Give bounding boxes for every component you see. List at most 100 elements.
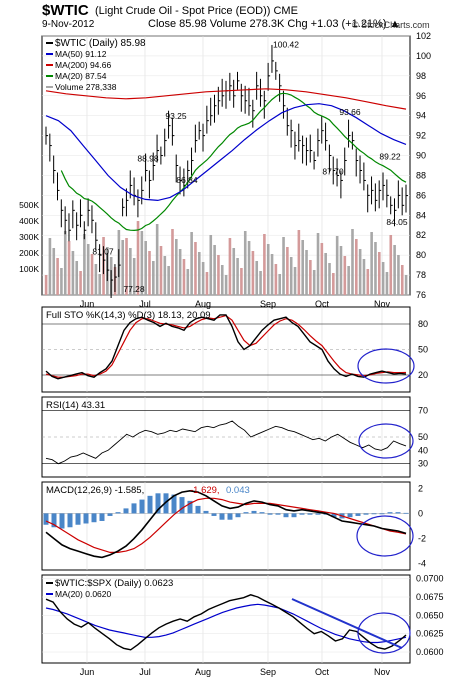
month-label: Jul (139, 299, 151, 309)
price-annotation: 77.28 (123, 284, 145, 294)
volume-bar (144, 241, 147, 295)
price-tick-label: 76 (416, 290, 426, 300)
sto-label: Full STO %K(14,3) %D(3) 18.13, 20.09 (46, 310, 211, 321)
month-label: Aug (195, 667, 211, 677)
volume-bar (220, 265, 224, 295)
volume-bar (339, 246, 343, 295)
macd-signal-label: -1.629, (190, 485, 220, 496)
volume-bar (79, 271, 82, 295)
volume-bar (274, 264, 278, 295)
volume-bar (171, 229, 174, 295)
volume-bar (52, 248, 56, 295)
volume-bar (312, 270, 316, 295)
volume-bar (251, 251, 255, 295)
volume-bar (155, 224, 159, 295)
volume-bar (213, 245, 216, 295)
volume-bar (389, 235, 393, 295)
volume-bar (404, 275, 408, 295)
volume-bar (358, 249, 362, 295)
volume-bar (270, 254, 274, 295)
macd-histogram-bar (203, 510, 209, 514)
chart-symbol: $WTIC (42, 2, 89, 19)
price-tick-label: 98 (416, 71, 426, 81)
volume-bar (263, 234, 266, 295)
volume-bar (335, 236, 339, 295)
macd-histogram-bar (139, 499, 145, 514)
volume-bar (83, 234, 86, 295)
volume-bar (56, 258, 59, 295)
volume-bar (374, 242, 377, 295)
ratio-tick-label: 0.0650 (416, 610, 444, 620)
macd-label: MACD(12,26,9) -1.585, (46, 485, 144, 496)
macd-histogram-bar (195, 505, 201, 514)
macd-histogram-bar (67, 513, 73, 528)
volume-bar (243, 231, 247, 295)
volume-bar (355, 239, 358, 295)
macd-histogram-bar (371, 513, 377, 515)
price-annotation: 86.84 (176, 175, 198, 185)
volume-bar (132, 258, 136, 295)
macd-histogram-bar (347, 513, 353, 518)
price-annotation: 81.07 (92, 246, 114, 256)
macd-histogram-bar (83, 513, 89, 524)
volume-bar (240, 268, 243, 295)
volume-bar (247, 241, 251, 295)
volume-bar (90, 254, 94, 295)
volume-bar (400, 265, 404, 295)
volume-bar (286, 247, 289, 295)
ratio-line (45, 594, 407, 651)
price-tick-label: 82 (416, 230, 426, 240)
volume-bar (175, 239, 178, 295)
volume-bar (86, 244, 90, 295)
macd-histogram-bar (147, 495, 153, 514)
price-tick-label: 88 (416, 170, 426, 180)
volume-bar (182, 259, 186, 295)
volume-tick-label: 300K (19, 232, 39, 242)
volume-bar (297, 230, 301, 295)
volume-bar (347, 266, 350, 295)
volume-bar (140, 231, 144, 295)
volume-bar (178, 249, 182, 295)
rsi-tick-label: 30 (418, 459, 428, 469)
volume-bar (255, 261, 259, 295)
price-tick-label: 86 (416, 190, 426, 200)
volume-bar (293, 267, 297, 295)
volume-bar (197, 252, 201, 295)
volume-bar (224, 275, 228, 295)
macd-histogram-bar (51, 513, 57, 528)
macd-histogram-bar (299, 513, 305, 515)
macd-histogram-bar (75, 513, 81, 525)
volume-tick-label: 200K (19, 248, 39, 258)
rsi-tick-label: 70 (418, 405, 428, 415)
volume-bar (232, 248, 236, 295)
volume-bar (121, 240, 124, 295)
volume-bar (186, 269, 190, 295)
month-label: Jun (80, 667, 95, 677)
volume-tick-label: 400K (19, 216, 39, 226)
macd-signal-line (45, 497, 407, 554)
sto-tick-label: 50 (418, 345, 428, 355)
price-legend-label: $WTIC (Daily) 85.98 (55, 38, 146, 49)
volume-bar (324, 253, 327, 295)
volume-bar (205, 272, 209, 295)
macd-tick-label: 0 (418, 508, 423, 518)
macd-histogram-bar (291, 513, 297, 518)
macd-histogram-bar (187, 500, 193, 514)
chart-description: (Light Crude Oil - Spot Price (EOD)) CME (95, 5, 298, 17)
macd-histogram-bar (363, 513, 369, 515)
price-tick-label: 78 (416, 270, 426, 280)
macd-line (45, 489, 407, 559)
stockcharts-credit: © StockCharts.com (352, 20, 430, 30)
ratio-legend-label: $WTIC:$SPX (Daily) 0.0623 (55, 578, 173, 589)
chart-date: 9-Nov-2012 (42, 19, 95, 30)
price-legend-label: MA(20) 87.54 (55, 71, 107, 81)
volume-bar (236, 258, 239, 295)
macd-histogram-bar (251, 510, 257, 514)
volume-bar (67, 241, 71, 295)
volume-bar (44, 275, 48, 295)
volume-bar (125, 238, 128, 295)
price-tick-label: 90 (416, 151, 426, 161)
macd-histogram-bar (355, 513, 361, 516)
price-tick-label: 94 (416, 111, 426, 121)
macd-histogram-bar (387, 512, 393, 514)
